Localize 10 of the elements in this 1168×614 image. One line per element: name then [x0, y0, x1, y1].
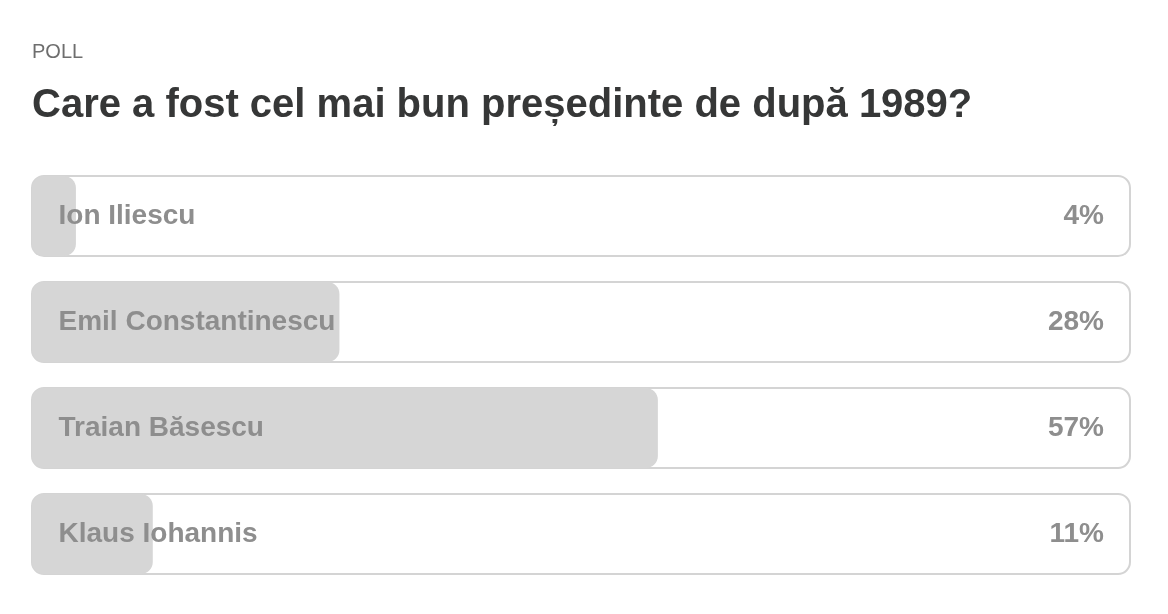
data-label: 28%	[1047, 305, 1105, 336]
data-label: 11%	[1049, 517, 1105, 548]
y-tick-label: Emil Constantinescu	[58, 305, 336, 336]
chart-title: Care a fost cel mai bun președinte de după 1989?	[32, 81, 973, 126]
chart-subtitle: POLL	[32, 40, 84, 62]
data-label: 57%	[1047, 411, 1105, 442]
y-tick-label: Ion Iliescu	[58, 199, 196, 230]
y-tick-label: Klaus Iohannis	[58, 517, 258, 548]
data-label: 4%	[1063, 199, 1105, 230]
y-tick-label: Traian Băsescu	[58, 411, 264, 442]
